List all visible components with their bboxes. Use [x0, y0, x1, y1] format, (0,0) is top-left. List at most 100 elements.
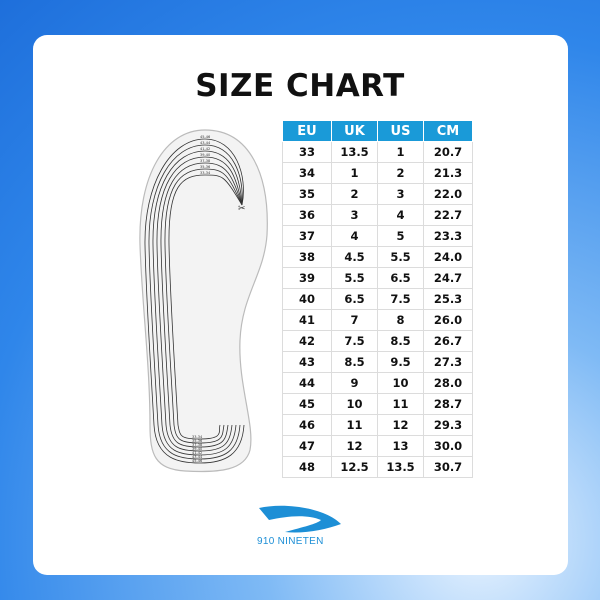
- table-cell: 5: [377, 225, 424, 247]
- size-line-label: 39-40: [200, 153, 210, 157]
- table-cell: 9.5: [377, 351, 424, 373]
- table-cell: 1: [377, 141, 424, 163]
- table-cell: 40: [282, 288, 332, 310]
- size-line-label: 45-46: [200, 135, 210, 139]
- table-row: 45 10 11 28.7: [282, 393, 473, 415]
- table-row: 40 6.5 7.5 25.3: [282, 288, 473, 310]
- table-cell: 8: [377, 309, 424, 331]
- scissors-icon: ✂: [238, 203, 246, 213]
- table-cell: 1: [331, 162, 378, 184]
- table-cell: 7.5: [331, 330, 378, 352]
- table-row: 35 2 3 22.0: [282, 183, 473, 205]
- table-cell: 8.5: [377, 330, 424, 352]
- size-line-label: 35-36: [192, 439, 202, 443]
- size-line-label: 45-46: [192, 459, 202, 463]
- table-cell: 2: [377, 162, 424, 184]
- table-row: 44 9 10 28.0: [282, 372, 473, 394]
- table-row: 33 13.5 1 20.7: [282, 141, 473, 163]
- table-cell: 5.5: [377, 246, 424, 268]
- table-cell: 34: [282, 162, 332, 184]
- brand-logo: [259, 505, 341, 533]
- table-row: 43 8.5 9.5 27.3: [282, 351, 473, 373]
- size-line-label: 43-44: [200, 141, 211, 145]
- table-cell: 39: [282, 267, 332, 289]
- table-cell: 10: [331, 393, 378, 415]
- column-header-uk: UK: [331, 121, 378, 142]
- table-cell: 27.3: [423, 351, 473, 373]
- size-trim-line: [165, 424, 233, 452]
- table-cell: 26.7: [423, 330, 473, 352]
- table-cell: 2: [331, 183, 378, 205]
- size-line-label: 35-36: [200, 165, 210, 169]
- size-trim-line: [148, 144, 243, 426]
- table-row: 47 12 13 30.0: [282, 435, 473, 457]
- table-cell: 4: [331, 225, 378, 247]
- table-cell: 41: [282, 309, 332, 331]
- table-cell: 44: [282, 372, 332, 394]
- table-cell: 22.7: [423, 204, 473, 226]
- table-cell: 28.0: [423, 372, 473, 394]
- column-header-eu: EU: [282, 121, 332, 142]
- column-header-us: US: [377, 121, 424, 142]
- table-cell: 24.0: [423, 246, 473, 268]
- size-line-label: 39-40: [192, 447, 202, 451]
- table-cell: 46: [282, 414, 332, 436]
- table-row: 41 7 8 26.0: [282, 309, 473, 331]
- table-cell: 36: [282, 204, 332, 226]
- table-cell: 6.5: [377, 267, 424, 289]
- table-cell: 48: [282, 456, 332, 478]
- table-row: 37 4 5 23.3: [282, 225, 473, 247]
- table-cell: 30.0: [423, 435, 473, 457]
- table-cell: 13.5: [377, 456, 424, 478]
- page-title: SIZE CHART: [195, 68, 405, 104]
- table-cell: 21.3: [423, 162, 473, 184]
- table-cell: 24.7: [423, 267, 473, 289]
- size-line-label: 43-44: [192, 455, 203, 459]
- table-cell: 12: [331, 435, 378, 457]
- table-cell: 45: [282, 393, 332, 415]
- insole-diagram: 45-4645-4643-4443-4441-4241-4239-4039-40…: [139, 129, 268, 473]
- size-trim-line: [161, 424, 237, 456]
- size-line-label: 37-38: [192, 443, 202, 447]
- size-trim-line: [173, 424, 225, 444]
- size-trim-line: [152, 150, 243, 426]
- column-header-cm: CM: [423, 121, 473, 142]
- table-row: 38 4.5 5.5 24.0: [282, 246, 473, 268]
- table-cell: 12.5: [331, 456, 378, 478]
- table-cell: 6.5: [331, 288, 378, 310]
- size-trim-line: [153, 424, 245, 464]
- size-trim-line: [144, 138, 244, 426]
- table-cell: 4: [377, 204, 424, 226]
- table-cell: 3: [331, 204, 378, 226]
- table-cell: 23.3: [423, 225, 473, 247]
- table-cell: 22.0: [423, 183, 473, 205]
- table-row: 46 11 12 29.3: [282, 414, 473, 436]
- size-trim-line: [164, 168, 243, 426]
- table-cell: 8.5: [331, 351, 378, 373]
- table-cell: 20.7: [423, 141, 473, 163]
- table-cell: 7: [331, 309, 378, 331]
- size-trim-line: [157, 424, 241, 460]
- table-cell: 3: [377, 183, 424, 205]
- table-cell: 9: [331, 372, 378, 394]
- table-cell: 11: [377, 393, 424, 415]
- size-line-label: 41-42: [200, 147, 210, 151]
- table-cell: 11: [331, 414, 378, 436]
- table-cell: 28.7: [423, 393, 473, 415]
- table-cell: 25.3: [423, 288, 473, 310]
- table-cell: 10: [377, 372, 424, 394]
- table-cell: 30.7: [423, 456, 473, 478]
- table-cell: 5.5: [331, 267, 378, 289]
- table-cell: 35: [282, 183, 332, 205]
- table-row: 42 7.5 8.5 26.7: [282, 330, 473, 352]
- size-trim-line: [160, 162, 243, 426]
- table-cell: 7.5: [377, 288, 424, 310]
- table-cell: 43: [282, 351, 332, 373]
- table-cell: 37: [282, 225, 332, 247]
- size-trim-line: [168, 174, 243, 426]
- table-cell: 13: [377, 435, 424, 457]
- table-row: 34 1 2 21.3: [282, 162, 473, 184]
- table-cell: 29.3: [423, 414, 473, 436]
- table-cell: 47: [282, 435, 332, 457]
- size-line-label: 33-34: [192, 435, 203, 439]
